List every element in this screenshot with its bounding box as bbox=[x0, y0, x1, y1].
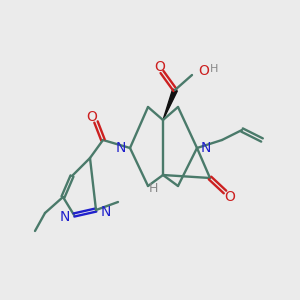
Text: O: O bbox=[154, 60, 165, 74]
Text: O: O bbox=[87, 110, 98, 124]
Text: O: O bbox=[199, 64, 209, 78]
Text: N: N bbox=[116, 141, 126, 155]
Text: N: N bbox=[101, 205, 111, 219]
Text: O: O bbox=[225, 190, 236, 204]
Text: H: H bbox=[210, 64, 218, 74]
Text: N: N bbox=[60, 210, 70, 224]
Polygon shape bbox=[163, 89, 177, 120]
Text: N: N bbox=[201, 141, 211, 155]
Text: H: H bbox=[148, 182, 158, 194]
